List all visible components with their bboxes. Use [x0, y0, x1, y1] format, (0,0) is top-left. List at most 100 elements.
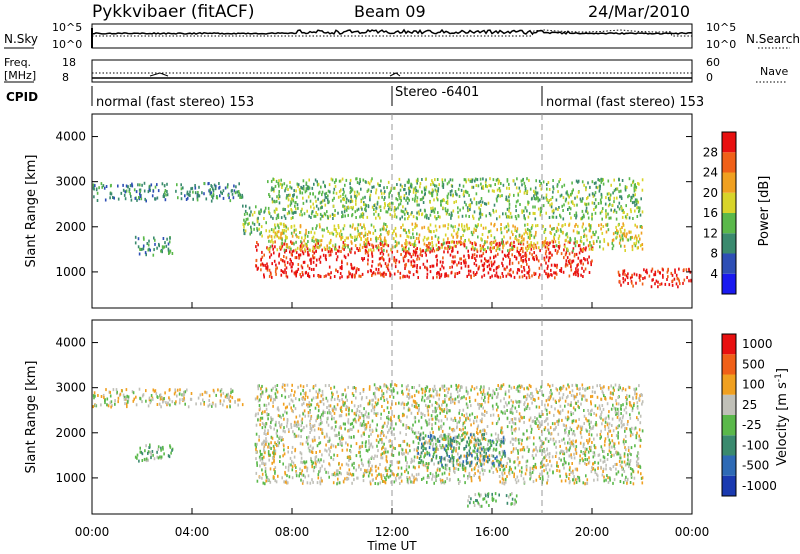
- scatter-cell: [405, 468, 408, 472]
- scatter-cell: [365, 448, 368, 452]
- scatter-cell: [465, 402, 468, 406]
- power-scatter: [92, 177, 693, 289]
- scatter-cell: [450, 392, 452, 396]
- scatter-cell: [479, 215, 482, 219]
- scatter-cell: [149, 248, 151, 252]
- scatter-cell: [300, 435, 302, 439]
- scatter-cell: [324, 203, 327, 207]
- scatter-cell: [362, 196, 364, 200]
- scatter-cell: [308, 186, 311, 190]
- scatter-cell: [465, 261, 467, 265]
- scatter-cell: [654, 282, 656, 286]
- scatter-cell: [360, 412, 363, 415]
- scatter-cell: [516, 227, 519, 231]
- scatter-cell: [228, 196, 230, 200]
- nsky-panel: N.Sky 10^5 10^0 10^5 10^0 N.Search: [4, 21, 800, 51]
- scatter-cell: [650, 285, 653, 289]
- scatter-cell: [530, 247, 533, 251]
- scatter-cell: [491, 421, 494, 425]
- freq-tick-bottom: 8: [62, 71, 69, 84]
- scatter-cell: [529, 243, 532, 247]
- scatter-cell: [285, 249, 288, 252]
- scatter-cell: [482, 446, 485, 450]
- scatter-cell: [335, 230, 338, 234]
- scatter-cell: [281, 259, 284, 263]
- scatter-cell: [506, 207, 509, 211]
- scatter-cell: [285, 266, 288, 270]
- scatter-cell: [423, 188, 426, 192]
- scatter-cell: [263, 217, 265, 220]
- scatter-cell: [521, 416, 524, 420]
- scatter-cell: [484, 202, 486, 206]
- scatter-cell: [161, 396, 163, 400]
- scatter-cell: [122, 183, 124, 187]
- scatter-cell: [533, 197, 536, 200]
- scatter-cell: [533, 194, 535, 198]
- scatter-cell: [317, 415, 319, 419]
- scatter-cell: [473, 273, 475, 277]
- scatter-cell: [630, 195, 632, 199]
- scatter-cell: [690, 278, 692, 282]
- scatter-cell: [480, 259, 483, 263]
- scatter-cell: [612, 391, 614, 395]
- scatter-cell: [588, 255, 590, 259]
- scatter-cell: [540, 385, 542, 389]
- scatter-cell: [439, 444, 441, 447]
- scatter-cell: [414, 239, 416, 243]
- scatter-cell: [512, 443, 514, 446]
- scatter-cell: [333, 227, 336, 231]
- scatter-cell: [479, 211, 482, 215]
- scatter-cell: [292, 211, 295, 215]
- scatter-cell: [677, 285, 679, 289]
- scatter-cell: [569, 236, 571, 240]
- scatter-cell: [502, 246, 504, 250]
- scatter-cell: [284, 430, 286, 434]
- scatter-cell: [134, 455, 137, 459]
- scatter-cell: [410, 185, 413, 189]
- scatter-cell: [305, 187, 308, 191]
- scatter-cell: [391, 250, 393, 254]
- scatter-cell: [405, 243, 408, 246]
- scatter-cell: [518, 427, 520, 431]
- scatter-cell: [538, 412, 541, 416]
- scatter-cell: [673, 277, 676, 281]
- scatter-cell: [464, 469, 467, 473]
- scatter-cell: [523, 191, 526, 195]
- scatter-cell: [576, 230, 578, 234]
- scatter-cell: [493, 224, 495, 228]
- scatter-cell: [499, 189, 501, 193]
- scatter-cell: [350, 200, 352, 203]
- scatter-cell: [405, 450, 407, 454]
- scatter-cell: [631, 244, 634, 248]
- scatter-cell: [368, 434, 370, 438]
- scatter-cell: [331, 249, 333, 253]
- scatter-cell: [326, 434, 328, 438]
- scatter-cell: [623, 270, 625, 274]
- scatter-cell: [346, 477, 348, 481]
- scatter-cell: [474, 273, 477, 276]
- scatter-cell: [569, 238, 572, 242]
- scatter-cell: [185, 198, 188, 201]
- scatter-cell: [169, 403, 171, 407]
- scatter-cell: [403, 188, 405, 192]
- scatter-cell: [515, 427, 517, 431]
- scatter-cell: [152, 253, 155, 257]
- scatter-cell: [231, 192, 234, 196]
- scatter-cell: [357, 223, 360, 227]
- scatter-cell: [472, 230, 475, 234]
- scatter-cell: [411, 403, 413, 407]
- scatter-cell: [135, 395, 137, 399]
- scatter-cell: [449, 190, 452, 194]
- scatter-cell: [607, 387, 610, 391]
- scatter-cell: [323, 198, 326, 202]
- scatter-cell: [325, 396, 328, 400]
- scatter-cell: [516, 271, 519, 275]
- scatter-cell: [438, 183, 440, 187]
- scatter-cell: [259, 398, 261, 402]
- scatter-cell: [128, 187, 131, 191]
- scatter-cell: [454, 470, 456, 474]
- scatter-cell: [482, 390, 485, 394]
- scatter-cell: [579, 454, 581, 458]
- scatter-cell: [632, 469, 634, 473]
- scatter-cell: [554, 248, 557, 252]
